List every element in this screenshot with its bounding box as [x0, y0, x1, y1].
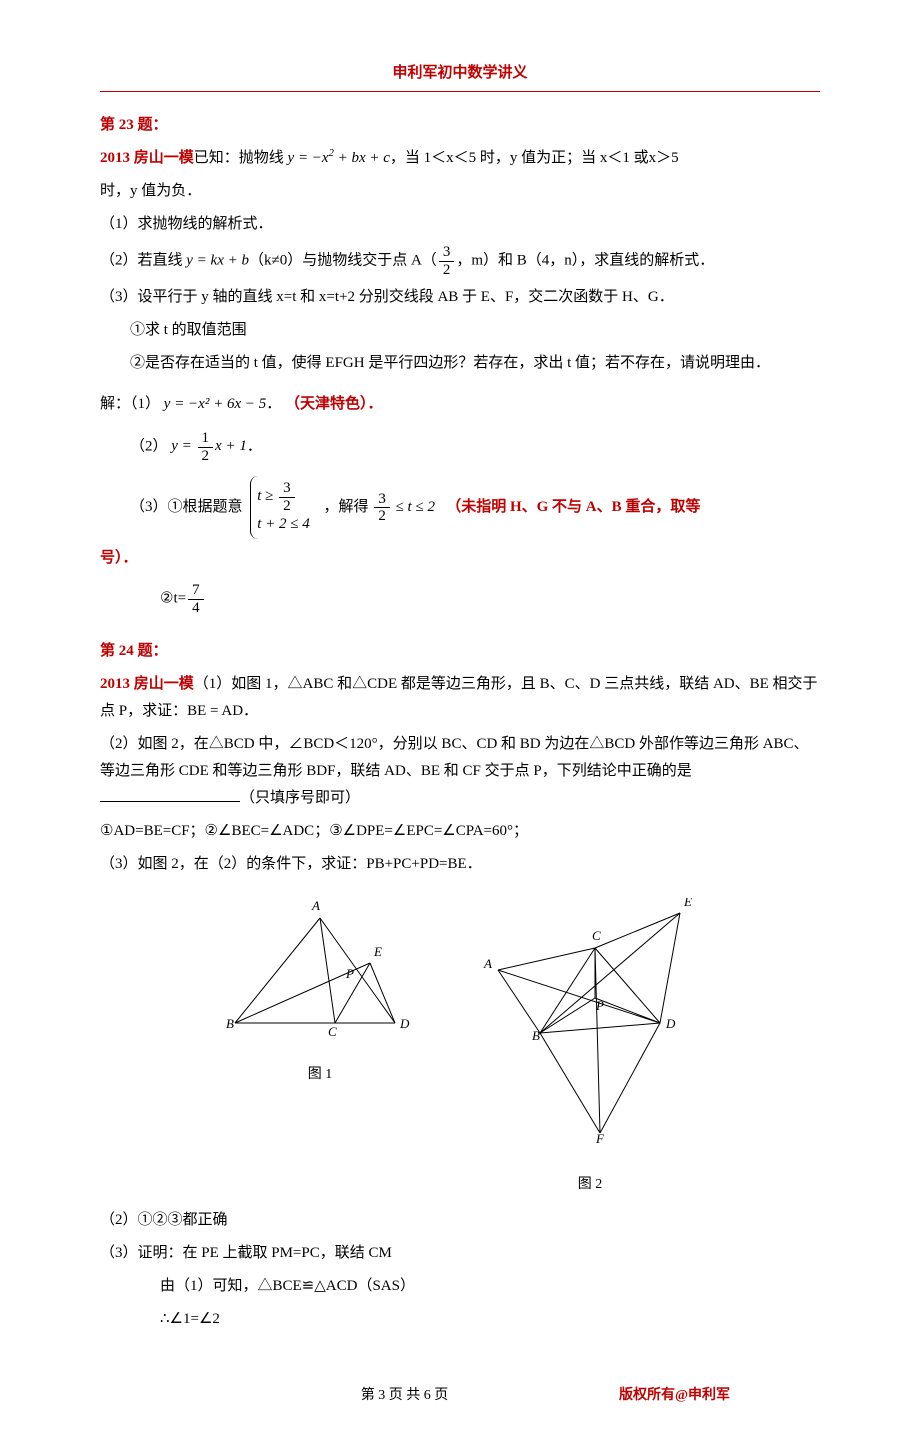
q24-part3: （3）如图 2，在（2）的条件下，求证：PB+PC+PD=BE．	[100, 851, 820, 878]
figure-2-caption: 图 2	[480, 1172, 700, 1197]
q23-part3: （3）设平行于 y 轴的直线 x=t 和 x=t+2 分别交线段 AB 于 E、…	[100, 284, 820, 311]
q23-sol1-formula: y = −x² + 6x − 5	[164, 396, 266, 412]
svg-text:P: P	[345, 966, 354, 981]
q23-part2: （2）若直线 y = kx + b（k≠0）与抛物线交于点 A（32，m）和 B…	[100, 244, 820, 278]
copyright: 版权所有@申利军	[619, 1383, 730, 1408]
figure-1-svg: A B C D E P	[220, 898, 420, 1048]
q23-stem-b: ，当 1＜x＜5 时，y 值为正；当 x＜1 或x＞5	[390, 150, 679, 166]
svg-text:A: A	[483, 956, 492, 971]
svg-text:E: E	[683, 898, 692, 909]
q23-part3-1: ①求 t 的取值范围	[100, 317, 820, 344]
q24-source: 2013 房山一模	[100, 676, 194, 692]
q24-answer-2: （2）①②③都正确	[100, 1207, 820, 1234]
q23-solution-1: 解：（1） y = −x² + 6x − 5． （天津特色）．	[100, 391, 820, 418]
q23-formula-part1: y = −x2 + bx + c	[288, 150, 390, 166]
q23-stem-line2: 时，y 值为负．	[100, 178, 820, 205]
q24-part1: 2013 房山一模（1）如图 1，△ABC 和△CDE 都是等边三角形，且 B、…	[100, 671, 820, 725]
svg-text:C: C	[592, 928, 601, 943]
svg-text:C: C	[328, 1024, 337, 1039]
svg-text:D: D	[665, 1016, 676, 1031]
svg-text:F: F	[595, 1131, 605, 1146]
svg-text:P: P	[595, 998, 604, 1013]
page-footer: 第 3 页 共 6 页 版权所有@申利军	[100, 1383, 820, 1408]
svg-text:B: B	[532, 1028, 540, 1043]
q23-stem-line1: 2013 房山一模已知：抛物线 y = −x2 + bx + c，当 1＜x＜5…	[100, 145, 820, 172]
document-header: 申利军初中数学讲义	[100, 60, 820, 92]
q23-part3-2: ②是否存在适当的 t 值，使得 EFGH 是平行四边形？若存在，求出 t 值；若…	[100, 350, 820, 377]
q23-part1: （1）求抛物线的解析式．	[100, 211, 820, 238]
q24-answer-3b: 由（1）可知，△BCE≌△ACD（SAS）	[100, 1273, 820, 1300]
figure-2: A B C D E F P 图 2	[480, 898, 700, 1197]
q23-stem-a: 已知：抛物线	[194, 150, 288, 166]
svg-text:B: B	[226, 1016, 234, 1031]
figure-1: A B C D E P 图 1	[220, 898, 420, 1087]
svg-text:D: D	[399, 1016, 410, 1031]
q23-solution-3-1: （3）①根据题意 t ≥ 32 t + 2 ≤ 4 ，解得 32 ≤ t ≤ 2…	[100, 476, 820, 539]
figure-1-caption: 图 1	[220, 1062, 420, 1087]
q23-sol1-note: （天津特色）．	[285, 396, 383, 412]
q23-sol3-note: （未指明 H、G 不与 A、B 重合，取等	[446, 499, 700, 515]
q23-solution-2: （2） y = 12x + 1．	[100, 430, 820, 464]
q24-part2-options: ①AD=BE=CF；②∠BEC=∠ADC；③∠DPE=∠EPC=∠CPA=60°…	[100, 818, 820, 845]
q23-title: 第 23 题：	[100, 112, 820, 139]
q24-part2: （2）如图 2，在△BCD 中，∠BCD＜120°，分别以 BC、CD 和 BD…	[100, 731, 820, 812]
q23-solution-3-2: ②t=74	[100, 582, 820, 616]
q24-answer-3a: （3）证明：在 PE 上截取 PM=PC，联结 CM	[100, 1240, 820, 1267]
svg-text:E: E	[373, 944, 382, 959]
svg-text:A: A	[311, 898, 320, 913]
page-number: 第 3 页 共 6 页	[361, 1383, 449, 1408]
q24-title: 第 24 题：	[100, 638, 820, 665]
figure-2-svg: A B C D E F P	[480, 898, 700, 1158]
q24-answer-3c: ∴∠1=∠2	[100, 1306, 820, 1333]
figures-row: A B C D E P 图 1 A B C D E F P 图 2	[100, 898, 820, 1197]
blank-fill	[100, 801, 240, 802]
q23-sol3-note2: 号）．	[100, 545, 820, 572]
q23-source: 2013 房山一模	[100, 150, 194, 166]
